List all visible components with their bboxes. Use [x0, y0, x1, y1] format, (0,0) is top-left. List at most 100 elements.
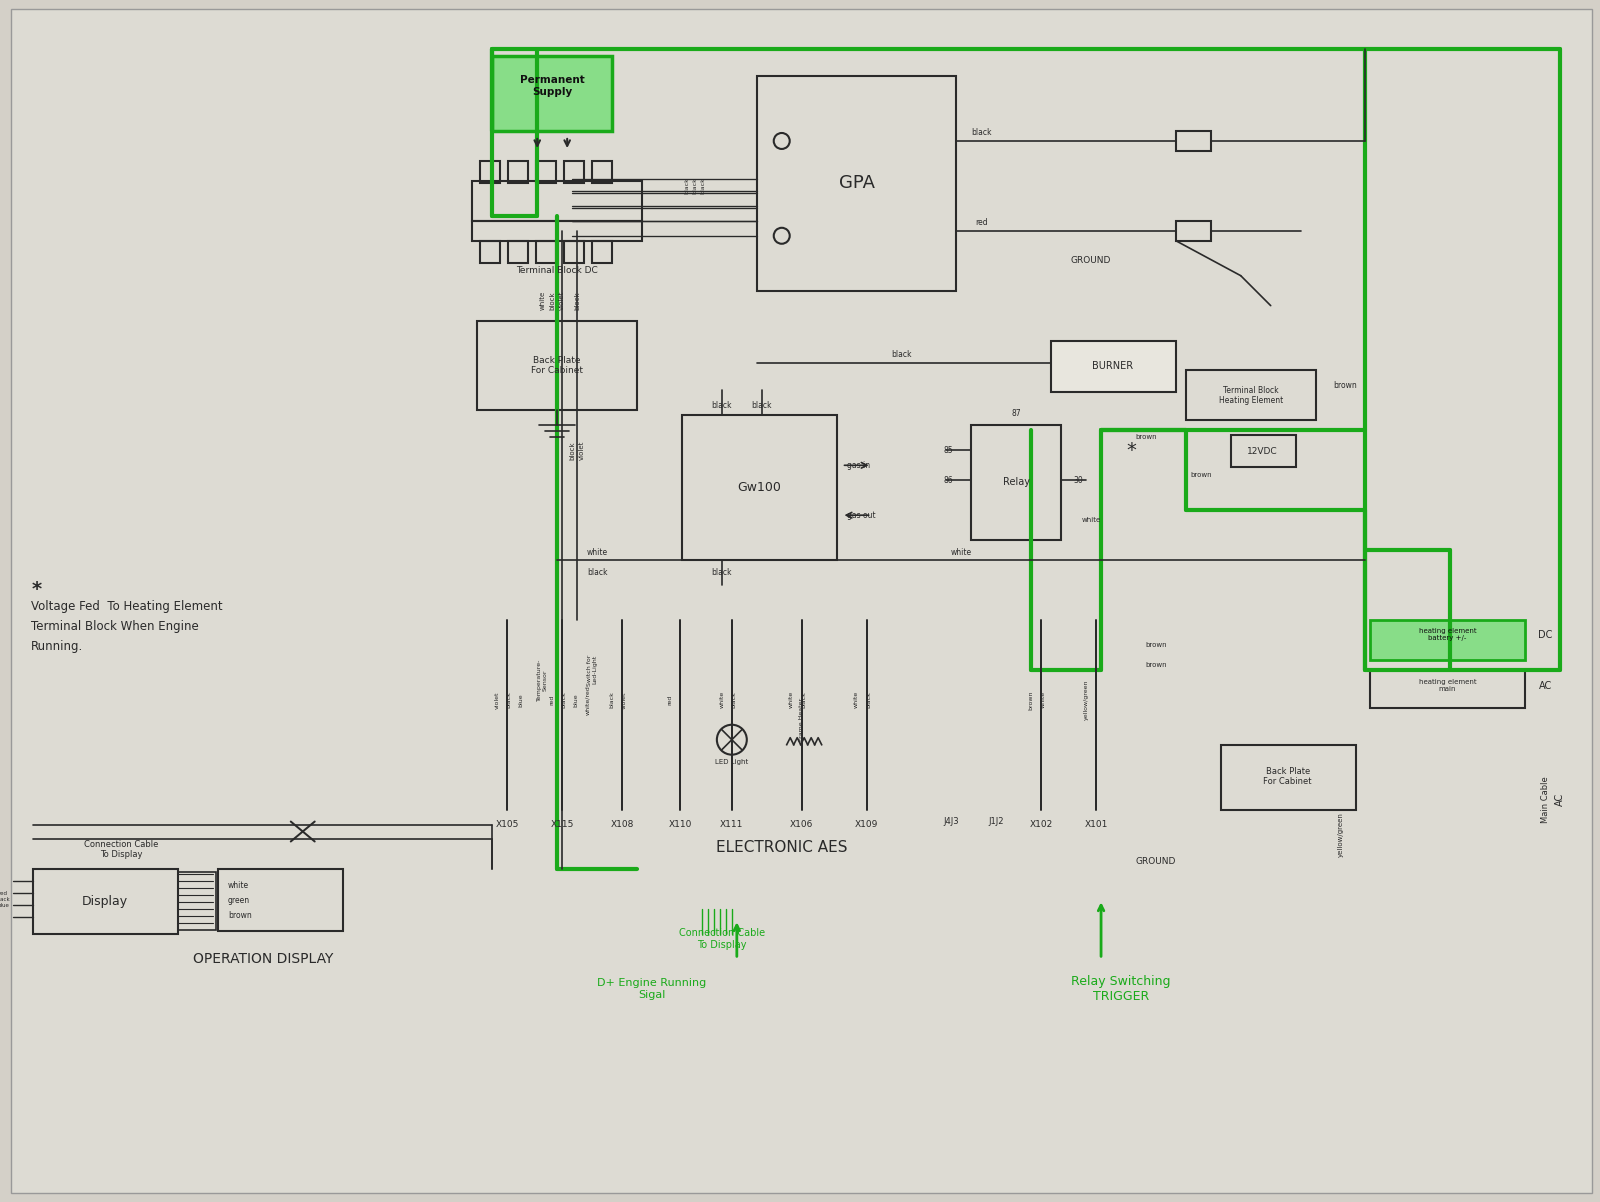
Text: X105: X105: [496, 820, 518, 829]
Text: yellow/green: yellow/green: [1083, 679, 1088, 720]
Text: X109: X109: [854, 820, 878, 829]
Text: Main Cable: Main Cable: [1541, 776, 1550, 823]
Text: Relay Switching
TRIGGER: Relay Switching TRIGGER: [1072, 975, 1171, 1004]
Bar: [493, 56, 613, 131]
Text: 12VDC: 12VDC: [1248, 447, 1278, 456]
Text: GROUND: GROUND: [1136, 857, 1176, 865]
Text: black: black: [693, 178, 698, 195]
Text: Connection Cable
To Display: Connection Cable To Display: [83, 840, 158, 859]
Text: OPERATION DISPLAY: OPERATION DISPLAY: [192, 952, 333, 966]
Text: GPA: GPA: [838, 174, 875, 192]
Text: Gw100: Gw100: [738, 481, 781, 494]
Text: gas in: gas in: [846, 460, 870, 470]
Text: heating element
main: heating element main: [1419, 679, 1477, 692]
Bar: [1186, 370, 1315, 421]
Text: blue: blue: [574, 694, 579, 707]
Text: black: black: [562, 691, 566, 708]
Text: 87: 87: [1011, 409, 1021, 418]
Bar: [477, 321, 637, 410]
Bar: [178, 873, 216, 930]
Text: violet: violet: [621, 691, 627, 708]
Text: white/red: white/red: [586, 685, 590, 715]
Text: DC: DC: [1538, 630, 1552, 639]
Text: AC: AC: [1555, 793, 1565, 807]
Text: red
black
blue: red black blue: [0, 891, 11, 908]
Text: Connection Cable
To Display: Connection Cable To Display: [678, 928, 765, 950]
Text: brown: brown: [1134, 434, 1157, 440]
Text: white: white: [1082, 517, 1101, 523]
Text: Switch for
Led-Light: Switch for Led-Light: [587, 654, 597, 685]
Text: white: white: [227, 881, 250, 889]
Text: block: block: [574, 291, 581, 310]
Bar: [509, 240, 528, 263]
Text: block: block: [549, 291, 555, 310]
Bar: [472, 180, 642, 221]
Text: violet: violet: [558, 291, 565, 310]
Text: white: white: [789, 691, 794, 708]
Text: Terminal Block DC: Terminal Block DC: [517, 266, 598, 275]
Text: J1J2: J1J2: [989, 817, 1005, 826]
Text: white: white: [950, 548, 971, 557]
Text: white: white: [720, 691, 725, 708]
Text: brown: brown: [1146, 642, 1166, 648]
Text: ELECTRONIC AES: ELECTRONIC AES: [715, 840, 848, 855]
Text: white: white: [539, 291, 546, 310]
Text: red: red: [667, 695, 672, 706]
Bar: [592, 240, 613, 263]
Text: Permanent
Supply: Permanent Supply: [520, 76, 584, 97]
Text: black: black: [752, 401, 773, 410]
Text: black: black: [802, 691, 806, 708]
Text: brown: brown: [1334, 381, 1357, 389]
Bar: [1371, 620, 1525, 660]
Text: Voltage Fed  To Heating Element
Terminal Block When Engine
Running.: Voltage Fed To Heating Element Terminal …: [32, 600, 222, 653]
Text: red: red: [974, 219, 987, 227]
Text: black: black: [731, 691, 736, 708]
Text: X108: X108: [610, 820, 634, 829]
Text: brown: brown: [227, 911, 251, 920]
Text: violet: violet: [579, 441, 586, 460]
Text: X101: X101: [1085, 820, 1107, 829]
Bar: [34, 869, 178, 934]
Text: black: black: [610, 691, 614, 708]
Text: D+ Engine Running
Sigal: D+ Engine Running Sigal: [597, 978, 707, 1000]
Text: gas out: gas out: [846, 511, 875, 519]
Text: violet: violet: [494, 691, 499, 708]
Text: GROUND: GROUND: [1070, 256, 1112, 266]
Text: black: black: [587, 567, 608, 577]
Text: white: white: [587, 548, 608, 557]
Text: Temperature-
Sensor: Temperature- Sensor: [538, 659, 547, 701]
Text: white: white: [1040, 691, 1046, 708]
Text: Frame Heater: Frame Heater: [798, 698, 805, 742]
Text: block: block: [570, 441, 574, 459]
Text: AC: AC: [1539, 680, 1552, 691]
Text: green: green: [227, 895, 250, 905]
Bar: [1230, 435, 1296, 468]
Bar: [1051, 340, 1176, 392]
Text: Terminal Block
Heating Element: Terminal Block Heating Element: [1219, 386, 1283, 405]
Bar: [536, 161, 557, 183]
Text: X106: X106: [790, 820, 813, 829]
Text: J4J3: J4J3: [944, 817, 958, 826]
Bar: [682, 416, 837, 560]
Bar: [971, 426, 1061, 540]
Text: black: black: [712, 401, 733, 410]
Text: 86: 86: [944, 476, 954, 484]
Text: brown: brown: [1029, 690, 1034, 709]
Text: *: *: [1126, 441, 1136, 460]
Text: Back Plate
For Cabinet: Back Plate For Cabinet: [531, 356, 584, 375]
Bar: [480, 240, 501, 263]
Text: X102: X102: [1029, 820, 1053, 829]
Text: blue: blue: [518, 694, 523, 707]
Text: X110: X110: [669, 820, 691, 829]
Bar: [592, 161, 613, 183]
Text: *: *: [32, 581, 42, 599]
Bar: [218, 869, 342, 932]
Bar: [565, 240, 584, 263]
Text: X111: X111: [720, 820, 744, 829]
Bar: [536, 240, 557, 263]
Text: red: red: [550, 695, 555, 706]
Text: yellow/green: yellow/green: [1338, 813, 1344, 857]
Text: 85: 85: [944, 446, 954, 454]
Bar: [480, 161, 501, 183]
Text: black: black: [507, 691, 512, 708]
